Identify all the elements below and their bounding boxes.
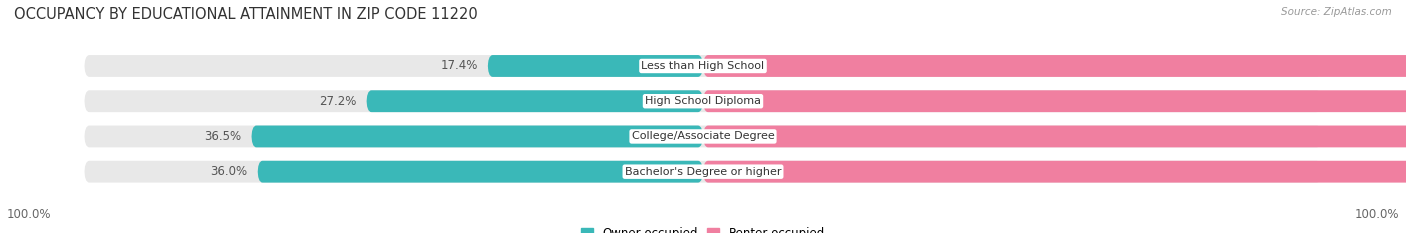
FancyBboxPatch shape xyxy=(367,90,703,112)
Text: 100.0%: 100.0% xyxy=(1354,208,1399,221)
FancyBboxPatch shape xyxy=(84,126,1322,147)
Text: 17.4%: 17.4% xyxy=(440,59,478,72)
FancyBboxPatch shape xyxy=(703,55,1406,77)
Text: OCCUPANCY BY EDUCATIONAL ATTAINMENT IN ZIP CODE 11220: OCCUPANCY BY EDUCATIONAL ATTAINMENT IN Z… xyxy=(14,7,478,22)
FancyBboxPatch shape xyxy=(84,161,1322,183)
Text: 36.0%: 36.0% xyxy=(211,165,247,178)
FancyBboxPatch shape xyxy=(252,126,703,147)
FancyBboxPatch shape xyxy=(84,55,1322,77)
FancyBboxPatch shape xyxy=(84,90,1322,112)
Text: 27.2%: 27.2% xyxy=(319,95,357,108)
FancyBboxPatch shape xyxy=(257,161,703,183)
FancyBboxPatch shape xyxy=(488,55,703,77)
Text: College/Associate Degree: College/Associate Degree xyxy=(631,131,775,141)
FancyBboxPatch shape xyxy=(703,126,1406,147)
FancyBboxPatch shape xyxy=(703,90,1406,112)
Text: 36.5%: 36.5% xyxy=(204,130,242,143)
Legend: Owner-occupied, Renter-occupied: Owner-occupied, Renter-occupied xyxy=(581,227,825,233)
FancyBboxPatch shape xyxy=(703,161,1406,183)
Text: High School Diploma: High School Diploma xyxy=(645,96,761,106)
Text: 100.0%: 100.0% xyxy=(7,208,52,221)
Text: Bachelor's Degree or higher: Bachelor's Degree or higher xyxy=(624,167,782,177)
Text: Source: ZipAtlas.com: Source: ZipAtlas.com xyxy=(1281,7,1392,17)
Text: Less than High School: Less than High School xyxy=(641,61,765,71)
